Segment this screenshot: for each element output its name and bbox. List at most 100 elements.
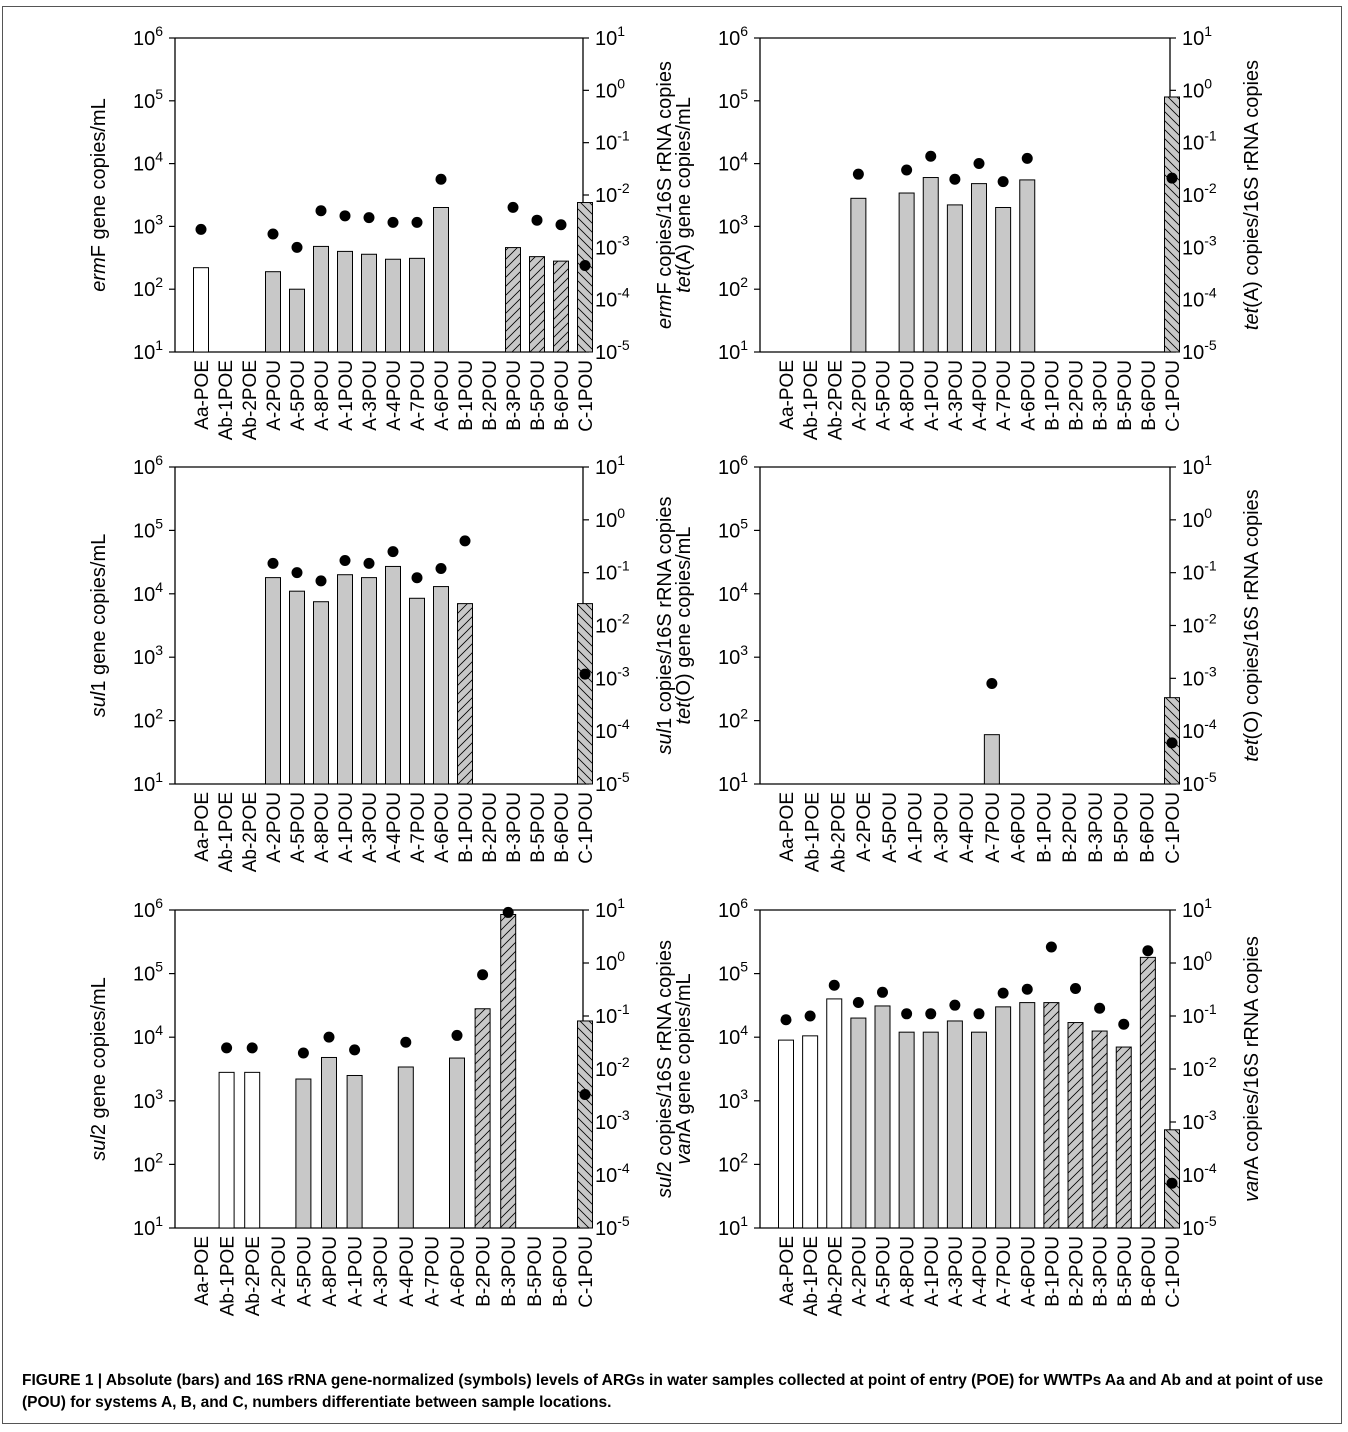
left-tick-label: 105	[718, 86, 748, 113]
bar-A-1POU	[337, 250, 353, 353]
bar-A-3POU	[946, 204, 963, 353]
right-tick-label: 101	[595, 23, 625, 50]
symbol-Aa-POE	[195, 223, 207, 235]
x-tick-label: A-6POU	[432, 360, 453, 431]
right-tick-label: 10-2	[1182, 611, 1217, 638]
x-tick-label: Ab-1POE	[216, 360, 237, 440]
symbol-C-1POU	[579, 259, 591, 271]
x-tick-label: A-6POU	[1018, 1236, 1039, 1307]
symbol-C-1POU	[1166, 737, 1178, 749]
x-tick-label: A-3POU	[931, 792, 952, 863]
symbol-A-3POU	[363, 557, 375, 569]
bar-Aa-POE	[778, 1039, 794, 1229]
x-tick-label: Ab-2POE	[240, 360, 261, 440]
right-tick-label: 10-5	[595, 337, 630, 364]
left-tick-label: 102	[133, 274, 163, 301]
left-tick-label: 102	[718, 274, 748, 301]
left-tick-label: 101	[718, 769, 748, 796]
x-tick-label: C-1POU	[576, 360, 597, 432]
left-tick-label: 104	[718, 579, 748, 606]
bar-A-4POU	[971, 1031, 987, 1229]
bar-A-1POU	[922, 177, 939, 353]
right-tick-label: 10-5	[1182, 337, 1217, 364]
left-axis-title: tet(A) gene copies/mL	[673, 97, 695, 293]
x-tick-label: A-4POU	[384, 792, 405, 863]
left-axis-title: tet(O) gene copies/mL	[673, 527, 695, 725]
bar-A-8POU	[313, 245, 329, 353]
x-tick-label: B-3POU	[1091, 360, 1112, 431]
right-tick-label: 100	[595, 75, 625, 102]
x-tick-label: A-8POU	[898, 1236, 919, 1307]
x-tick-label: B-3POU	[499, 1236, 520, 1307]
right-tick-label: 10-1	[1182, 558, 1217, 585]
symbol-A-5POU	[291, 241, 303, 253]
bar-A-1POU	[346, 1074, 363, 1229]
chart-panel-bottom-left: 101 102 103 104 105 106 10-5 10-4 10-3 10-2 10-1 10…	[88, 895, 676, 1316]
x-tick-label: B-1POU	[456, 792, 477, 863]
bar-A-3POU	[361, 577, 377, 785]
symbol-B-2POU	[477, 969, 489, 981]
x-tick-label: Ab-1POE	[801, 1236, 822, 1316]
bar-A-7POU	[409, 597, 425, 785]
left-tick-label: 101	[133, 769, 163, 796]
x-tick-label: B-6POU	[552, 792, 573, 863]
x-tick-label: A-6POU	[1009, 792, 1030, 863]
bar-A-6POU	[433, 206, 449, 353]
bar-A-6POU	[449, 1057, 465, 1229]
symbol-B-5POU	[1118, 1018, 1130, 1030]
x-tick-label: C-1POU	[576, 792, 597, 864]
x-tick-label: B-6POU	[1139, 1236, 1160, 1307]
right-axis-title: vanA copies/16S rRNA copies	[1241, 936, 1263, 1202]
left-tick-label: 101	[133, 1213, 163, 1240]
chart-panel-top-right: 101 102 103 104 105 106 10-5 10-4 10-3 10-2 10-1 10…	[673, 23, 1263, 440]
x-tick-label: Ab-2POE	[243, 1236, 264, 1316]
bar-A-2POU	[265, 271, 281, 353]
left-tick-label: 103	[133, 1086, 163, 1113]
symbol-B-3POU	[502, 906, 514, 918]
x-tick-label: Aa-POE	[777, 792, 798, 862]
left-tick-label: 104	[133, 579, 163, 606]
bar-A-3POU	[946, 1020, 963, 1229]
bar-C-1POU	[577, 603, 593, 785]
bar-A-7POU	[995, 206, 1012, 353]
bar-A-4POU	[385, 258, 401, 353]
x-tick-label: A-2POU	[269, 1236, 290, 1307]
symbol-A-4POU	[387, 216, 399, 228]
symbol-C-1POU	[1166, 172, 1178, 184]
symbol-B-1POU	[459, 535, 471, 547]
right-tick-label: 101	[595, 452, 625, 479]
right-tick-label: 100	[1182, 948, 1212, 975]
x-tick-label: Ab-1POE	[801, 360, 822, 440]
x-tick-label: Aa-POE	[192, 792, 213, 862]
right-axis-title: tet(A) copies/16S rRNA copies	[1241, 60, 1263, 330]
symbol-A-2POU	[267, 557, 279, 569]
bar-A-2POU	[850, 1017, 867, 1229]
left-tick-label: 101	[718, 337, 748, 364]
x-tick-label: A-3POU	[360, 792, 381, 863]
symbol-B-3POU	[1094, 1002, 1106, 1014]
chart-panel-middle-left: 101 102 103 104 105 106 10-5 10-4 10-3 10-2 10-1 10…	[88, 452, 676, 872]
x-tick-label: B-6POU	[550, 1236, 571, 1307]
bar-A-4POU	[385, 565, 401, 785]
x-tick-label: A-3POU	[946, 1236, 967, 1307]
symbol-A-1POU	[339, 554, 351, 566]
x-tick-label: A-8POU	[320, 1236, 341, 1307]
right-tick-label: 10-2	[595, 1054, 630, 1081]
x-tick-label: B-2POU	[1060, 792, 1081, 863]
x-tick-label: A-7POU	[408, 360, 429, 431]
figure-frame	[2, 6, 1342, 1424]
x-tick-label: A-5POU	[288, 360, 309, 431]
left-tick-label: 105	[133, 959, 163, 986]
x-tick-label: B-3POU	[504, 360, 525, 431]
x-tick-label: A-7POU	[983, 792, 1004, 863]
right-tick-label: 10-4	[595, 285, 630, 312]
x-tick-label: B-2POU	[474, 1236, 495, 1307]
x-tick-label: B-5POU	[1115, 360, 1136, 431]
left-tick-label: 102	[718, 706, 748, 733]
x-tick-label: B-3POU	[504, 792, 525, 863]
x-tick-label: B-3POU	[1091, 1236, 1112, 1307]
x-tick-label: Ab-1POE	[803, 792, 824, 872]
x-tick-label: Aa-POE	[777, 1236, 798, 1306]
symbol-A-6POU	[451, 1029, 463, 1041]
bar-B-1POU	[457, 603, 473, 785]
